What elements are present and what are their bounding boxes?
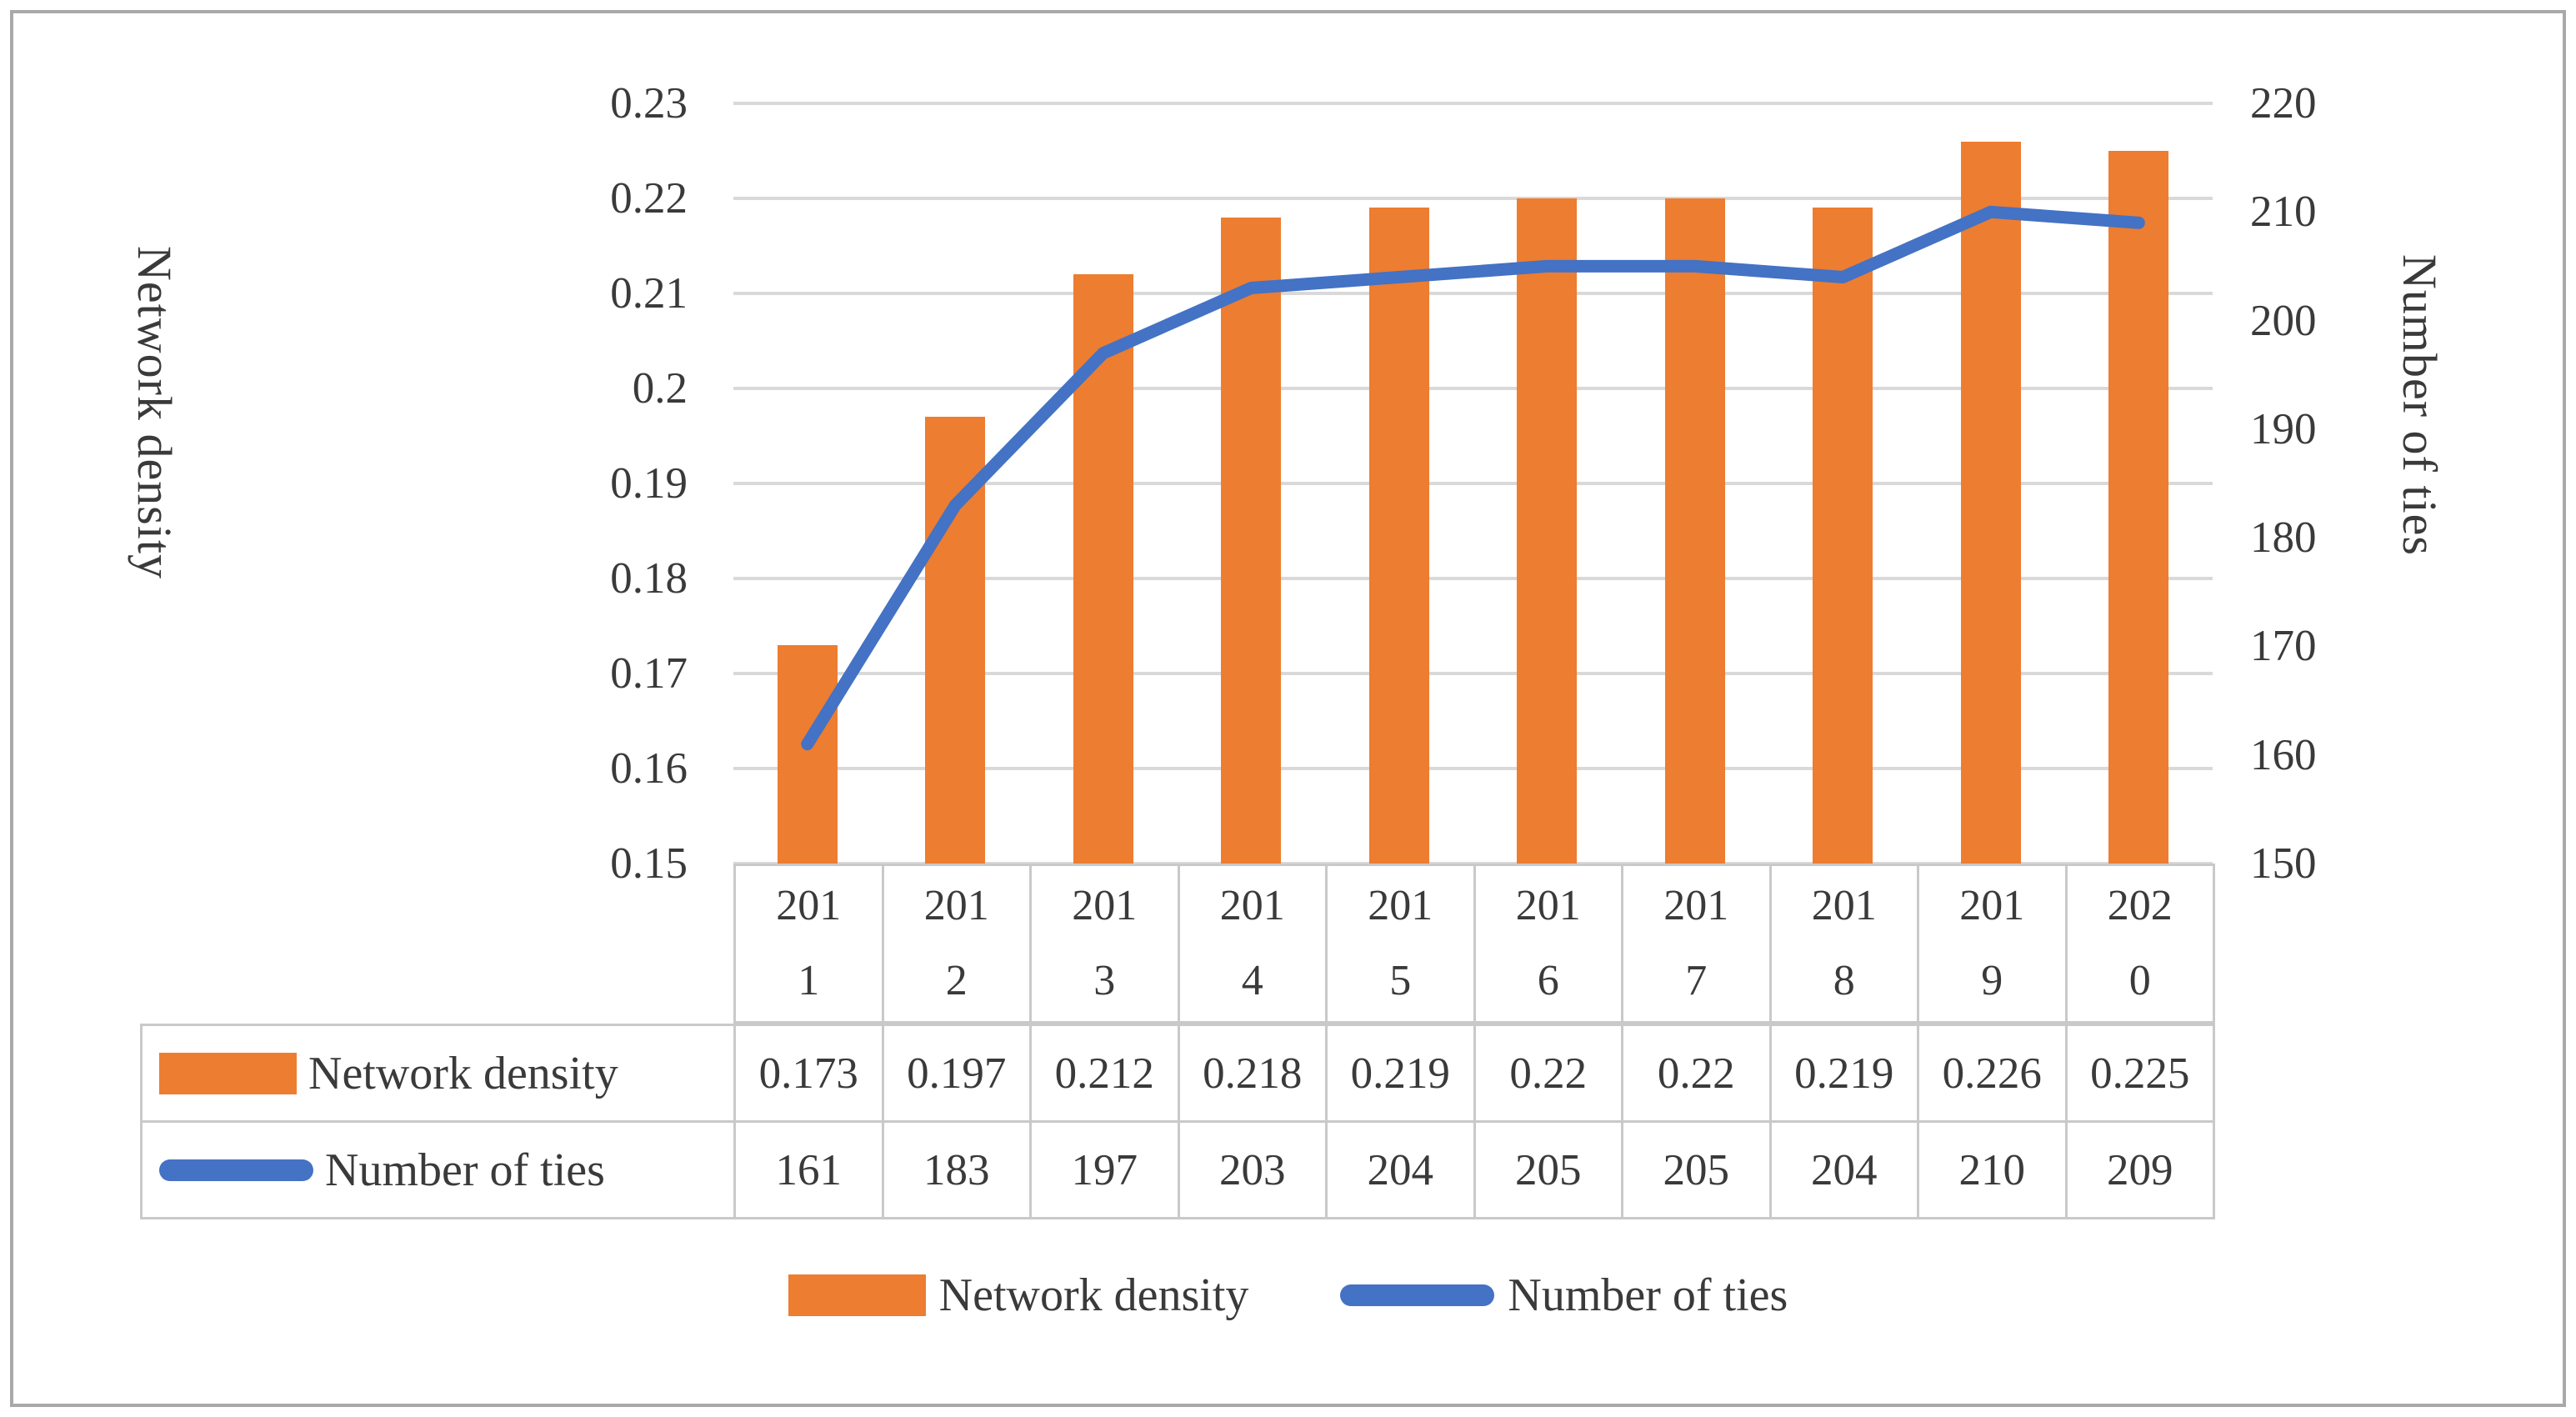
right-axis-title: Number of ties — [2393, 254, 2447, 556]
line-series-swatch-icon — [1340, 1284, 1495, 1306]
left-axis-tick: 0.17 — [610, 649, 688, 698]
table-value-cell: 161 — [733, 1120, 884, 1219]
table-value-cell: 204 — [1768, 1120, 1919, 1219]
right-axis-tick: 160 — [2250, 730, 2317, 779]
bar — [1813, 208, 1873, 864]
bar — [1221, 217, 1282, 864]
left-axis-tick: 0.16 — [610, 744, 688, 793]
gridline — [733, 197, 2213, 200]
bar — [925, 417, 986, 864]
left-axis-tick: 0.23 — [610, 79, 688, 128]
table-value-cell: 204 — [1325, 1120, 1476, 1219]
right-axis-tick: 220 — [2250, 79, 2317, 128]
table-value-cell: 0.219 — [1768, 1024, 1919, 1123]
left-axis-title: Network density — [128, 246, 182, 579]
table-value-cell: 209 — [2064, 1120, 2215, 1219]
x-axis-category-cell: 201 4 — [1177, 864, 1328, 1024]
left-axis-tick: 0.18 — [610, 554, 688, 603]
right-axis-tick: 190 — [2250, 404, 2317, 453]
table-value-cell: 203 — [1177, 1120, 1328, 1219]
table-value-cell: 0.226 — [1917, 1024, 2068, 1123]
legend-label: Number of ties — [1508, 1269, 1788, 1321]
right-axis-tick: 180 — [2250, 513, 2317, 563]
table-value-cell: 0.197 — [881, 1024, 1032, 1123]
x-axis-category-cell: 201 5 — [1325, 864, 1476, 1024]
right-axis-tick: 200 — [2250, 296, 2317, 345]
table-value-cell: 210 — [1917, 1120, 2068, 1219]
table-value-cell: 183 — [881, 1120, 1032, 1219]
left-axis-tick: 0.21 — [610, 269, 688, 318]
table-value-cell: 205 — [1473, 1120, 1623, 1219]
gridline — [733, 767, 2213, 770]
bar — [1073, 274, 1133, 864]
bar — [1517, 198, 1578, 864]
x-axis-category-cell: 201 6 — [1473, 864, 1623, 1024]
table-value-cell: 0.212 — [1029, 1024, 1180, 1123]
right-axis-tick: 170 — [2250, 622, 2317, 671]
left-axis-tick: 0.19 — [610, 459, 688, 508]
table-row-label: Number of ties — [325, 1144, 605, 1196]
legend: Network density Number of ties — [0, 1269, 2576, 1322]
x-axis-category-cell: 201 2 — [881, 864, 1032, 1024]
table-value-cell: 0.225 — [2064, 1024, 2215, 1123]
x-axis-category-cell: 201 8 — [1768, 864, 1919, 1024]
x-axis-category-cell: 201 1 — [733, 864, 884, 1024]
x-axis-category-cell: 202 0 — [2064, 864, 2215, 1024]
legend-label: Network density — [938, 1269, 1249, 1321]
x-axis-category-cell: 201 9 — [1917, 864, 2068, 1024]
legend-item-number-of-ties: Number of ties — [1340, 1269, 1788, 1322]
table-row-header: Network density — [140, 1024, 736, 1123]
left-axis-tick: 0.15 — [610, 839, 688, 888]
table-value-cell: 0.219 — [1325, 1024, 1476, 1123]
table-value-cell: 0.22 — [1473, 1024, 1623, 1123]
table-value-cell: 0.218 — [1177, 1024, 1328, 1123]
bar-series-swatch-icon — [788, 1274, 926, 1316]
table-value-cell: 197 — [1029, 1120, 1180, 1219]
gridline — [733, 102, 2213, 105]
line-swatch-icon — [159, 1159, 313, 1181]
bar — [777, 644, 838, 864]
x-axis-category-cell: 201 7 — [1621, 864, 1772, 1024]
x-axis-category-cell: 201 3 — [1029, 864, 1180, 1024]
bar — [2108, 151, 2169, 864]
right-axis-tick: 210 — [2250, 188, 2317, 237]
table-row-label: Network density — [308, 1047, 618, 1099]
bar — [1368, 208, 1429, 864]
table-value-cell: 0.173 — [733, 1024, 884, 1123]
table-row-header: Number of ties — [140, 1120, 736, 1219]
legend-item-network-density: Network density — [788, 1269, 1249, 1322]
bar — [1960, 141, 2021, 864]
left-axis-tick: 0.2 — [632, 364, 688, 413]
left-axis-tick: 0.22 — [610, 174, 688, 223]
right-axis-tick: 150 — [2250, 839, 2317, 888]
bar — [1664, 198, 1725, 864]
table-value-cell: 205 — [1621, 1120, 1772, 1219]
bar-swatch-icon — [159, 1052, 297, 1094]
table-value-cell: 0.22 — [1621, 1024, 1772, 1123]
